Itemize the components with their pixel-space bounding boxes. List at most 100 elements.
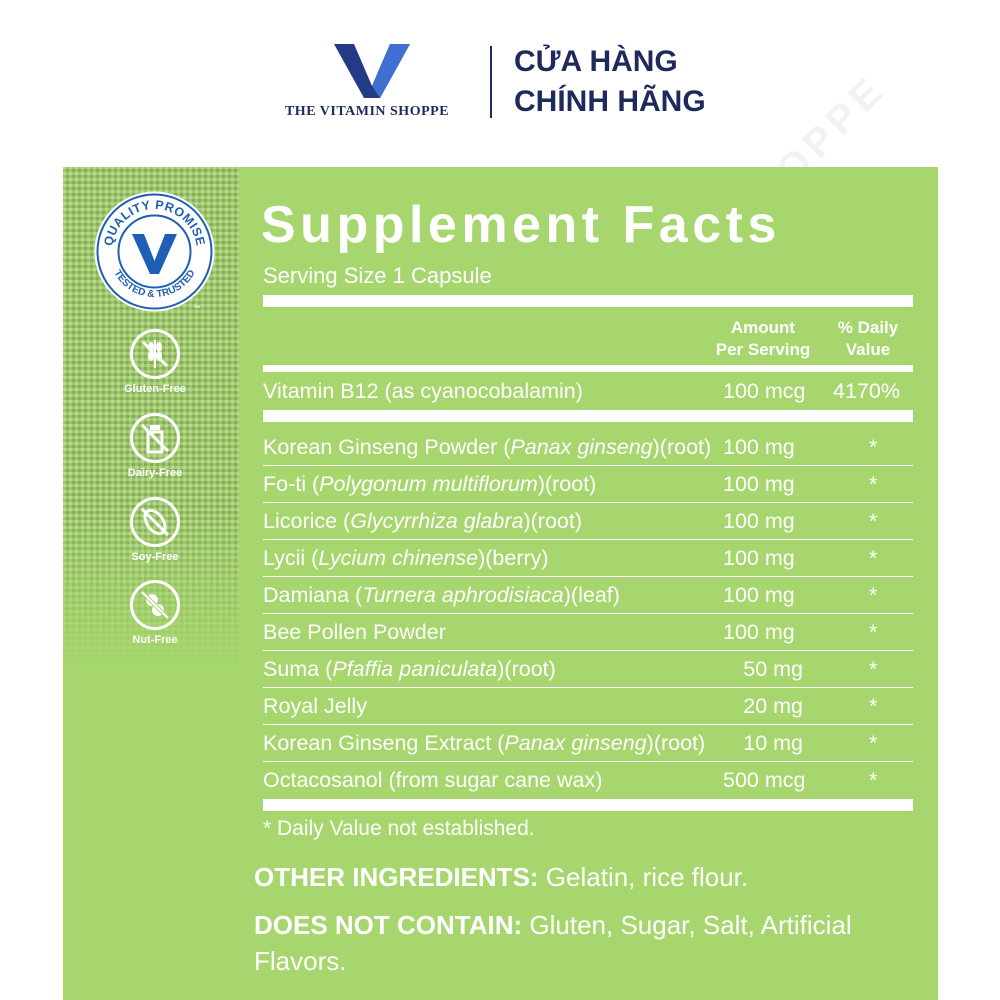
row-divider	[263, 465, 913, 466]
row-divider	[263, 576, 913, 577]
ingredient-plant-part: )(leaf)	[563, 583, 620, 607]
ingredient-row: Korean Ginseng Extract (Panax ginseng)(r…	[263, 725, 913, 761]
soy-free-label: Soy-Free	[131, 551, 179, 563]
medium-rule	[263, 365, 913, 372]
row-divider	[263, 650, 913, 651]
ingredient-row: Damiana (Turnera aphrodisiaca)(leaf) 100 …	[263, 577, 913, 613]
ingredient-common-name: Lycii (	[263, 546, 319, 570]
ingredient-common-name: Fo-ti (	[263, 472, 320, 496]
ingredient-name: Damiana (Turnera aphrodisiaca)(leaf)	[263, 577, 620, 613]
amount-header-line2: Per Serving	[715, 340, 811, 359]
gluten-free-label: Gluten-Free	[124, 383, 186, 395]
amount-header-line1: Amount	[730, 318, 796, 337]
footnote: * Daily Value not established.	[263, 817, 535, 840]
ingredient-dv: *	[869, 509, 878, 533]
soy-free-badge: Soy-Free	[110, 497, 200, 563]
ingredient-name: Korean Ginseng Powder (Panax ginseng)(ro…	[263, 429, 711, 465]
brand-name: THE VITAMIN SHOPPE	[284, 104, 450, 119]
store-line-2: CHÍNH HÃNG	[514, 85, 706, 118]
ingredient-amount: 100 mg	[723, 546, 795, 570]
soybean-icon	[130, 497, 180, 547]
ingredient-row: Lycii (Lycium chinense)(berry) 100 mg *	[263, 540, 913, 576]
milk-bottle-icon	[130, 413, 180, 463]
gluten-free-badge: Gluten-Free	[110, 329, 200, 395]
ingredient-row: Royal Jelly 20 mg *	[263, 688, 913, 724]
ingredient-plant-part: )(root)	[497, 657, 556, 681]
ingredient-row: Korean Ginseng Powder (Panax ginseng)(ro…	[263, 429, 913, 465]
peanut-icon	[130, 580, 180, 630]
serving-size: Serving Size 1 Capsule	[263, 263, 492, 288]
ingredient-amount: 20 mg	[743, 694, 803, 718]
ingredient-dv: *	[869, 583, 878, 607]
ingredient-common-name: Korean Ginseng Powder (	[263, 435, 511, 459]
row-divider	[263, 502, 913, 503]
ingredient-amount: 10 mg	[743, 731, 803, 755]
ingredient-latin-name: Glycyrrhiza glabra	[350, 509, 524, 533]
ingredient-plant-part: )(root)	[537, 472, 597, 496]
nutrient-amount: 100 mcg	[723, 379, 806, 403]
vitamin-b12-row: Vitamin B12 (as cyanocobalamin) 100 mcg …	[263, 373, 913, 409]
row-divider	[263, 539, 913, 540]
ingredient-plant-part: )(root)	[652, 435, 712, 459]
ingredient-amount: 500 mcg	[723, 768, 806, 792]
store-line-1: CỬA HÀNG	[514, 45, 678, 78]
ingredient-latin-name: Polygonum multiflorum	[319, 472, 538, 496]
ingredient-common-name: Korean Ginseng Extract (	[263, 731, 505, 755]
ingredient-latin-name: Lycium chinense	[318, 546, 479, 570]
row-divider	[263, 613, 913, 614]
header-divider	[490, 46, 492, 118]
ingredient-row: Fo-ti (Polygonum multiflorum)(root) 100 m…	[263, 466, 913, 502]
ingredient-amount: 100 mg	[723, 620, 795, 644]
does-not-contain-label: DOES NOT CONTAIN:	[254, 910, 523, 940]
ingredient-amount: 100 mg	[723, 435, 795, 459]
ingredient-latin-name: Panax ginseng	[510, 435, 653, 459]
ingredient-name: Bee Pollen Powder	[263, 614, 446, 650]
nut-free-label: Nut-Free	[132, 634, 178, 646]
ingredient-common-name: Licorice (	[263, 509, 351, 533]
ingredient-dv: *	[869, 435, 878, 459]
ingredient-dv: *	[869, 546, 878, 570]
thick-rule	[263, 410, 913, 422]
row-divider	[263, 687, 913, 688]
brand-logo: THE VITAMIN SHOPPE	[262, 40, 487, 120]
ingredient-latin-name: Pfaffia paniculata	[332, 657, 498, 681]
thick-rule	[263, 799, 913, 811]
ingredient-amount: 50 mg	[743, 657, 803, 681]
ingredient-row: Octacosanol (from sugar cane wax) 500 mcg…	[263, 762, 913, 798]
other-ingredients: OTHER INGREDIENTS: Gelatin, rice flour.	[254, 859, 894, 895]
ingredient-amount: 100 mg	[723, 509, 795, 533]
row-divider	[263, 761, 913, 762]
ingredient-name: Lycii (Lycium chinense)(berry)	[263, 540, 549, 576]
facts-title: Supplement Facts	[261, 196, 781, 254]
ingredient-plant-part: )(root)	[646, 731, 706, 755]
row-divider	[263, 724, 913, 725]
ingredient-common-name: Damiana (	[263, 583, 363, 607]
ingredient-name: Octacosanol (from sugar cane wax)	[263, 762, 602, 798]
vitamin-shoppe-v-logo	[334, 44, 410, 98]
dairy-free-badge: Dairy-Free	[110, 413, 200, 479]
ingredient-row: Suma (Pfaffia paniculata)(root) 50 mg *	[263, 651, 913, 687]
ingredient-common-name: Suma (	[263, 657, 333, 681]
ingredient-name: Suma (Pfaffia paniculata)(root)	[263, 651, 556, 687]
does-not-contain-text: Gluten, Sugar, Salt, Artificial Flavors.	[254, 910, 852, 976]
official-store-label: CỬA HÀNG CHÍNH HÃNG	[514, 42, 706, 122]
ingredient-dv: *	[869, 620, 878, 644]
amount-per-serving-header: Amount Per Serving	[703, 317, 823, 361]
ingredient-plant-part: )(root)	[523, 509, 582, 533]
ingredient-row: Bee Pollen Powder 100 mg *	[263, 614, 913, 650]
ingredient-amount: 100 mg	[723, 472, 795, 496]
ingredient-name: Fo-ti (Polygonum multiflorum)(root)	[263, 466, 596, 502]
dv-header-line1: % Daily	[837, 318, 899, 337]
does-not-contain: DOES NOT CONTAIN: Gluten, Sugar, Salt, A…	[254, 907, 894, 979]
daily-value-header: % Daily Value	[828, 317, 908, 361]
other-ingredients-label: OTHER INGREDIENTS:	[254, 862, 539, 892]
dairy-free-label: Dairy-Free	[127, 467, 183, 479]
thick-rule	[263, 295, 913, 307]
quality-promise-badge: QUALITY PROMISE TESTED & TRUSTED	[94, 191, 215, 312]
product-label-panel: QUALITY PROMISE TESTED & TRUSTED ™ Glute…	[63, 167, 938, 1000]
wheat-icon	[130, 329, 180, 379]
ingredient-name: Royal Jelly	[263, 688, 367, 724]
ingredient-row: Licorice (Glycyrrhiza glabra)(root) 100 m…	[263, 503, 913, 539]
supplement-facts: Supplement Facts Serving Size 1 Capsule …	[258, 167, 923, 842]
ingredient-common-name: Bee Pollen Powder	[263, 620, 446, 644]
